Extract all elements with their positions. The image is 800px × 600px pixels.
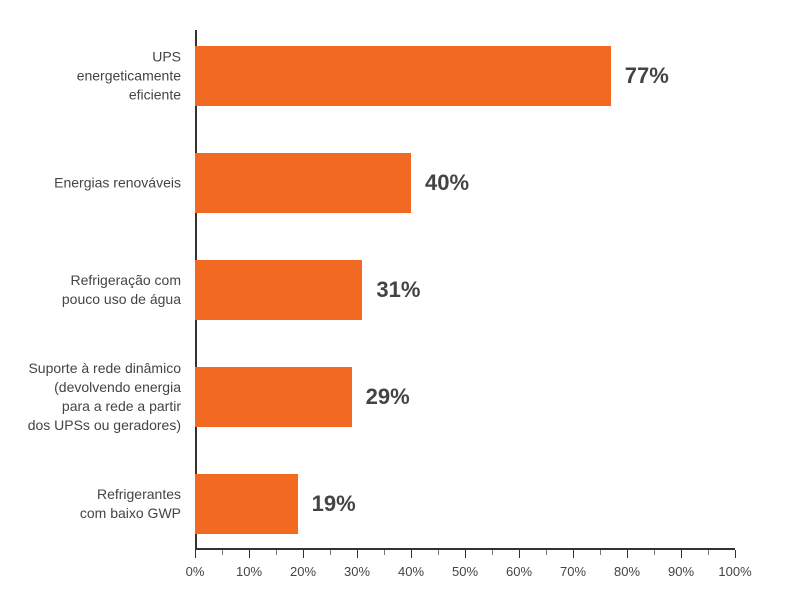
category-label: Suporte à rede dinâmico(devolvendo energ… (6, 359, 181, 435)
bar (195, 46, 611, 106)
x-minor-tick (276, 550, 277, 555)
x-tick (627, 550, 628, 558)
x-tick (573, 550, 574, 558)
x-tick-label: 60% (506, 564, 532, 579)
bar-value-label: 40% (425, 170, 469, 196)
x-tick (249, 550, 250, 558)
x-tick-label: 50% (452, 564, 478, 579)
x-tick (681, 550, 682, 558)
x-tick-label: 30% (344, 564, 370, 579)
plot-area: 0%10%20%30%40%50%60%70%80%90%100%UPSener… (195, 30, 735, 550)
chart-container: 0% 10% 20% 30% 40% 50% 60% 70% 80% 90% 100% UPSener… (0, 0, 800, 600)
bar (195, 367, 352, 427)
x-minor-tick (330, 550, 331, 555)
x-minor-tick (384, 550, 385, 555)
x-tick-label: 100% (718, 564, 751, 579)
x-minor-tick (492, 550, 493, 555)
x-minor-tick (708, 550, 709, 555)
x-tick-label: 10% (236, 564, 262, 579)
bar-value-label: 77% (625, 63, 669, 89)
x-tick (195, 550, 196, 558)
category-label: Refrigeração compouco uso de água (6, 271, 181, 309)
bar-value-label: 29% (366, 384, 410, 410)
x-tick (519, 550, 520, 558)
x-tick-label: 80% (614, 564, 640, 579)
x-tick-label: 90% (668, 564, 694, 579)
x-tick (303, 550, 304, 558)
x-minor-tick (654, 550, 655, 555)
x-minor-tick (438, 550, 439, 555)
category-label: UPSenergeticamenteeficiente (6, 48, 181, 105)
bar (195, 153, 411, 213)
bar-value-label: 19% (312, 491, 356, 517)
x-tick (357, 550, 358, 558)
bar-value-label: 31% (376, 277, 420, 303)
x-tick (465, 550, 466, 558)
x-tick-label: 40% (398, 564, 424, 579)
x-minor-tick (222, 550, 223, 555)
x-tick (411, 550, 412, 558)
x-tick-label: 0% (186, 564, 205, 579)
category-label: Energias renováveis (6, 174, 181, 193)
bar (195, 474, 298, 534)
category-label: Refrigerantescom baixo GWP (6, 485, 181, 523)
x-tick-label: 20% (290, 564, 316, 579)
x-minor-tick (600, 550, 601, 555)
bar (195, 260, 362, 320)
x-tick (735, 550, 736, 558)
x-tick-label: 70% (560, 564, 586, 579)
x-minor-tick (546, 550, 547, 555)
